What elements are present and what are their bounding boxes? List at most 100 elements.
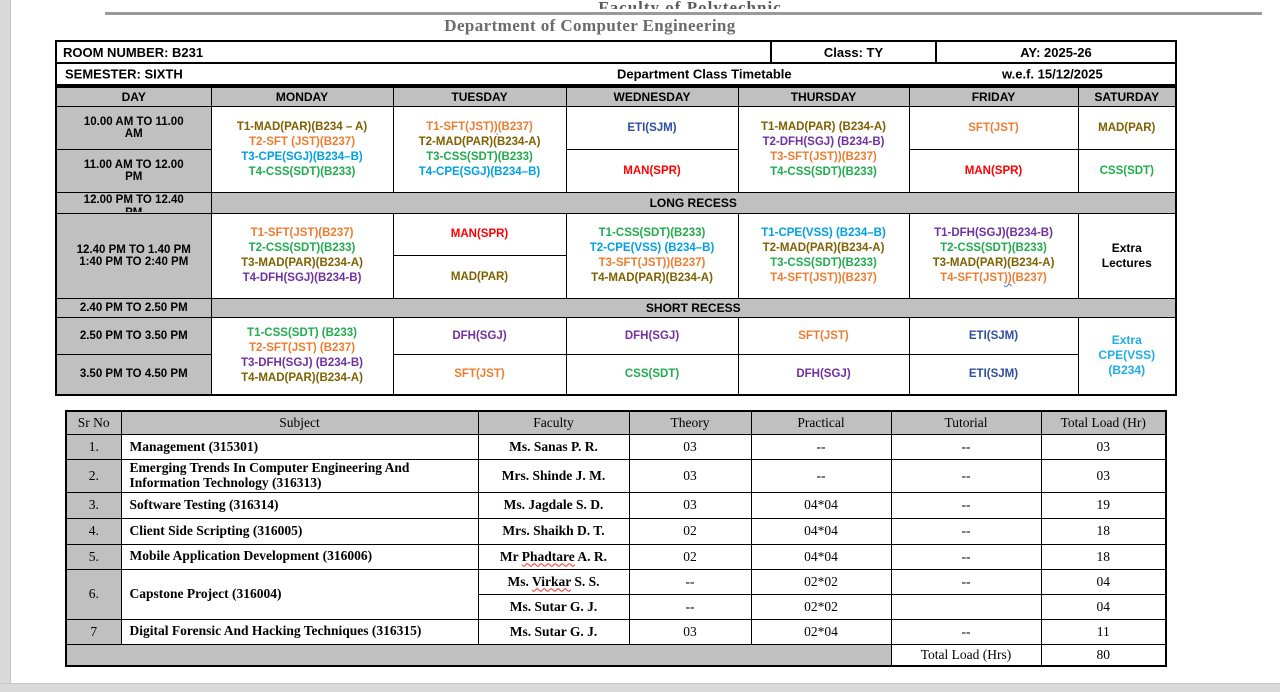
tt-entry: ETI(SJM) — [968, 367, 1019, 380]
tt-slot-10-11: 10.00 AM TO 11.00 AM — [55, 106, 212, 150]
table-row: 7 Digital Forensic And Hacking Technique… — [65, 618, 1167, 645]
spellcheck-mark: Phadtare — [521, 548, 575, 564]
tt-header-tuesday: TUESDAY — [392, 86, 567, 107]
room-number: ROOM NUMBER: B231 — [55, 40, 772, 64]
tt-entry: CSS(SDT) — [624, 367, 680, 380]
tt-cell-fri-1000: SFT(JST) — [908, 106, 1079, 150]
long-recess-band: LONG RECESS — [210, 192, 1177, 214]
tt-entry: T3-SFT(JST))(B237) — [598, 257, 706, 269]
tt-cell-mon-morning: T1-MAD(PAR)(B234 – A) T2-SFT (JST)(B237)… — [210, 106, 394, 193]
tt-cell-wed-1000: ETI(SJM) — [565, 106, 739, 150]
left-gutter — [0, 0, 11, 692]
title-divider — [105, 12, 1262, 15]
academic-year: AY: 2025-26 — [935, 40, 1177, 64]
wef-date: w.e.f. 15/12/2025 — [1002, 66, 1103, 82]
faculty-title-text: Faculty of Polytechnic — [598, 0, 781, 9]
tt-header-wednesday: WEDNESDAY — [565, 86, 739, 107]
col-faculty: Faculty — [477, 410, 630, 435]
tt-entry: ETI(SJM) — [968, 329, 1019, 342]
tt-cell-fri-1100: MAN(SPR) — [908, 149, 1079, 193]
tt-entry: DFH(SGJ) — [624, 329, 680, 342]
tt-entry: T3-CPE(SGJ)(B234–B) — [241, 150, 363, 163]
tt-entry: T1-CSS(SDT)(B233) — [598, 227, 706, 239]
tt-entry: T4-CSS(SDT)(B233) — [770, 165, 877, 178]
tt-slot-240-250: 2.40 PM TO 2.50 PM — [55, 298, 212, 318]
tt-entry: T4-CSS(SDT)(B233) — [248, 165, 356, 178]
faculty-title-clipped: Faculty of Polytechnic — [140, 0, 1240, 9]
tt-cell-tue-midday-2: MAD(PAR) — [392, 255, 567, 299]
table-row: 5. Mobile Application Development (31600… — [65, 543, 1167, 570]
tt-cell-wed-350: CSS(SDT) — [565, 354, 739, 395]
tt-cell-sat-extra-lectures: Extra Lectures — [1077, 213, 1177, 299]
tt-entry: T3-CSS(SDT)(B233) — [770, 257, 877, 269]
tt-header-thursday: THURSDAY — [737, 86, 910, 107]
tt-entry: ETI(SJM) — [627, 121, 677, 134]
tt-entry: MAN(SPR) — [623, 164, 681, 177]
tt-cell-sat-1100: CSS(SDT) — [1077, 149, 1177, 193]
tt-cell-thu-midday: T1-CPE(VSS) (B234–B) T2-MAD(PAR)(B234-A)… — [737, 213, 910, 299]
tt-entry: T1-CPE(VSS) (B234–B) — [761, 227, 886, 239]
tt-cell-wed-midday: T1-CSS(SDT)(B233) T2-CPE(VSS) (B234–B) T… — [565, 213, 739, 299]
col-sr-no: Sr No — [65, 410, 122, 435]
tt-entry: T4-SFT(JST))(B237) — [770, 272, 877, 284]
tt-entry: SFT(JST) — [968, 121, 1019, 134]
tt-entry: T3-SFT(JST))(B237) — [770, 150, 877, 163]
tt-cell-fri-250: ETI(SJM) — [908, 317, 1079, 355]
tt-entry: T3-MAD(PAR)(B234-A) — [241, 257, 363, 269]
tt-cell-fri-midday: T1-DFH(SGJ)(B234-B) T2-CSS(SDT)(B233) T3… — [908, 213, 1079, 299]
tt-cell-wed-250: DFH(SGJ) — [565, 317, 739, 355]
col-tutorial: Tutorial — [890, 410, 1042, 435]
tt-entry: MAD(PAR) — [1098, 121, 1156, 134]
tt-entry: SFT(JST) — [798, 329, 849, 342]
table-row: Ms. Sutar G. J. -- 02*02 04 — [66, 593, 1167, 620]
col-total-load: Total Load (Hr) — [1040, 410, 1167, 435]
table-row: 3. Software Testing (316314) Ms. Jagdale… — [65, 491, 1167, 519]
spellcheck-mark: Virkar — [531, 573, 571, 589]
table-row: 4. Client Side Scripting (316005) Mrs. S… — [65, 517, 1167, 545]
tt-entry: T4-DFH(SGJ)(B234-B) — [242, 272, 362, 284]
tt-entry: T2-CPE(VSS) (B234–B) — [589, 242, 715, 254]
tt-cell-wed-1100: MAN(SPR) — [565, 149, 739, 193]
tt-entry: T1-SFT(JST)(B237) — [250, 227, 354, 239]
tt-entry: T4-SFT(JST))(B237) — [940, 272, 1047, 284]
semester-label: SEMESTER: SIXTH — [65, 66, 183, 82]
tt-entry: T2-MAD(PAR)(B234-A) — [418, 135, 541, 148]
tt-slot-11-12: 11.00 AM TO 12.00 PM — [55, 149, 212, 193]
tt-cell-tue-250: DFH(SGJ) — [392, 317, 567, 355]
tt-entry: T3-DFH(SGJ) (B234-B) — [240, 356, 364, 369]
class-label: Class: TY — [770, 40, 937, 64]
tt-cell-mon-midday: T1-SFT(JST)(B237) T2-CSS(SDT)(B233) T3-M… — [210, 213, 394, 299]
tt-entry: T1-SFT(JST))(B237) — [426, 120, 533, 133]
bottom-gutter — [0, 683, 1280, 692]
info-table: ROOM NUMBER: B231 Class: TY AY: 2025-26 … — [55, 40, 1177, 86]
tt-entry: T2-CSS(SDT)(B233) — [940, 242, 1047, 254]
col-subject: Subject — [120, 410, 479, 435]
tt-cell-sat-1000: MAD(PAR) — [1077, 106, 1177, 150]
tt-slot-250-350: 2.50 PM TO 3.50 PM — [55, 317, 212, 355]
tt-entry: T1-DFH(SGJ)(B234-B) — [934, 227, 1053, 239]
info-row-2: SEMESTER: SIXTH Department Class Timetab… — [55, 62, 1177, 86]
tt-entry: T4-MAD(PAR)(B234-A) — [241, 371, 363, 384]
grammar-mark: )) — [1004, 272, 1012, 284]
total-load-row: Total Load (Hrs) 80 — [65, 643, 1167, 667]
tt-cell-tue-350: SFT(JST) — [392, 354, 567, 395]
subject-load-table: Sr No Subject Faculty Theory Practical T… — [65, 410, 1167, 668]
table-row: 1. Management (315301) Ms. Sanas P. R. 0… — [65, 434, 1167, 460]
class-timetable: DAY MONDAY TUESDAY WEDNESDAY THURSDAY FR… — [55, 86, 1177, 396]
tt-entry: SFT(JST) — [454, 367, 505, 380]
table-row: 2. Emerging Trends In Computer Engineeri… — [65, 459, 1167, 493]
tt-entry: T1-CSS(SDT) (B233) — [247, 326, 357, 339]
tt-entry: T4-MAD(PAR)(B234-A) — [591, 272, 713, 284]
tt-entry: T3-CSS(SDT)(B233) — [426, 150, 533, 163]
short-recess-band: SHORT RECESS — [210, 298, 1177, 318]
col-theory: Theory — [628, 410, 752, 435]
tt-header-friday: FRIDAY — [908, 86, 1079, 107]
grammar-mark: )) — [490, 120, 498, 133]
tt-slot-1200-1240: 12.00 PM TO 12.40 PM — [55, 192, 212, 214]
tt-entry: T2-DFH(SGJ) (B234-B) — [762, 135, 885, 148]
tt-entry: DFH(SGJ) — [452, 329, 507, 342]
tt-slot-350-450: 3.50 PM TO 4.50 PM — [55, 354, 212, 395]
tt-entry: MAD(PAR) — [450, 270, 509, 283]
tt-cell-thu-250: SFT(JST) — [737, 317, 910, 355]
